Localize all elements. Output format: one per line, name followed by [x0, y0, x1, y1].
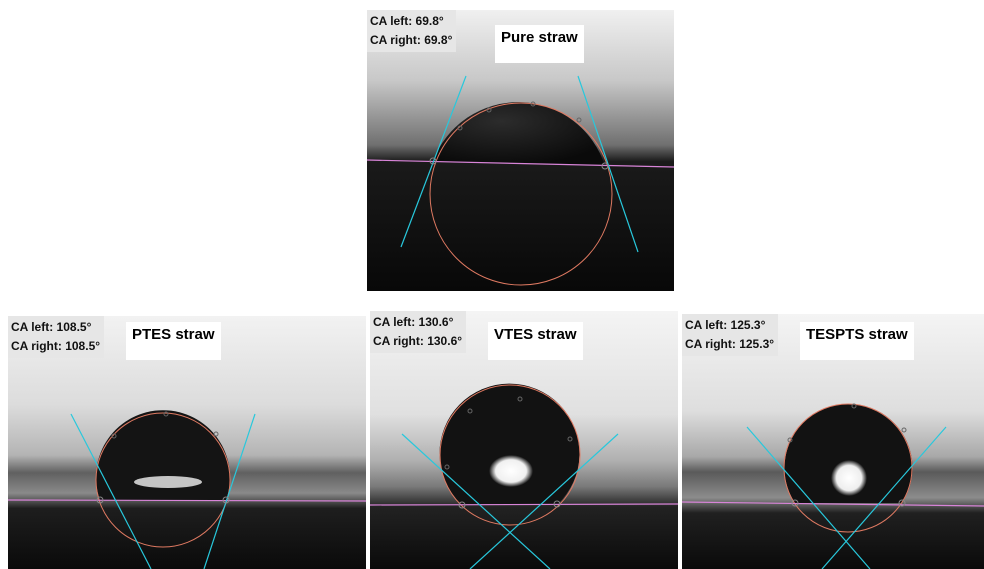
- ca-right-label: CA right: 130.6°: [373, 334, 463, 348]
- edge-point: [517, 396, 523, 402]
- ca-left-label: CA left: 125.3°: [685, 318, 766, 332]
- baseline: [682, 501, 984, 507]
- panel-tespts-straw: CA left: 125.3° CA right: 125.3° TESPTS …: [682, 314, 984, 569]
- contact-point-left: [458, 501, 466, 509]
- droplet: [439, 383, 580, 505]
- fit-circle: [439, 384, 581, 526]
- tangent-left: [70, 413, 152, 569]
- fit-circle: [429, 102, 613, 286]
- tangent-right: [203, 413, 256, 569]
- contact-point-right: [222, 496, 230, 504]
- panel-title: PTES straw: [126, 322, 221, 360]
- tangent-left: [400, 75, 467, 248]
- droplet: [95, 410, 230, 500]
- ca-right-label: CA right: 69.8°: [370, 33, 453, 47]
- tangent-right: [577, 75, 639, 253]
- droplet: [784, 403, 913, 503]
- contact-angle-readout: CA left: 69.8° CA right: 69.8°: [367, 10, 457, 52]
- contact-angle-readout: CA left: 125.3° CA right: 125.3°: [682, 314, 779, 356]
- edge-point: [901, 427, 907, 433]
- edge-point: [787, 437, 793, 443]
- edge-point: [163, 411, 169, 417]
- edge-point: [444, 464, 450, 470]
- contact-point-left: [429, 157, 437, 165]
- panel-title: Pure straw: [495, 25, 584, 63]
- edge-point: [111, 433, 117, 439]
- panel-vtes-straw: CA left: 130.6° CA right: 130.6° VTES st…: [370, 311, 678, 569]
- contact-angle-readout: CA left: 130.6° CA right: 130.6°: [370, 311, 467, 353]
- edge-point: [576, 117, 582, 123]
- droplet: [433, 102, 605, 166]
- contact-point-right: [601, 162, 609, 170]
- edge-point: [530, 101, 536, 107]
- tangent-left: [746, 426, 871, 569]
- edge-point: [457, 125, 463, 131]
- contact-angle-readout: CA left: 108.5° CA right: 108.5°: [8, 316, 105, 358]
- contact-point-right: [553, 500, 561, 508]
- edge-point: [486, 107, 492, 113]
- baseline: [370, 503, 678, 506]
- contact-point-left: [791, 499, 799, 507]
- ca-left-label: CA left: 69.8°: [370, 14, 444, 28]
- contact-point-left: [96, 496, 104, 504]
- panel-title: TESPTS straw: [800, 322, 914, 360]
- tangent-right: [469, 433, 619, 569]
- ca-right-label: CA right: 125.3°: [685, 337, 775, 351]
- baseline: [8, 499, 366, 502]
- ca-left-label: CA left: 108.5°: [11, 320, 92, 334]
- tangent-right: [821, 426, 947, 569]
- reflection: [134, 476, 202, 488]
- edge-point: [213, 431, 219, 437]
- panel-ptes-straw: CA left: 108.5° CA right: 108.5° PTES st…: [8, 316, 366, 569]
- baseline: [367, 159, 674, 168]
- panel-pure-straw: CA left: 69.8° CA right: 69.8° Pure stra…: [367, 10, 674, 291]
- edge-point: [467, 408, 473, 414]
- fit-circle: [95, 412, 231, 548]
- reflection: [831, 460, 867, 496]
- edge-point: [567, 436, 573, 442]
- fit-circle: [783, 403, 913, 533]
- contact-point-right: [898, 499, 906, 507]
- tangent-left: [401, 433, 551, 569]
- panel-title: VTES straw: [488, 322, 583, 360]
- ca-right-label: CA right: 108.5°: [11, 339, 101, 353]
- ca-left-label: CA left: 130.6°: [373, 315, 454, 329]
- edge-point: [851, 403, 857, 409]
- reflection: [489, 455, 533, 487]
